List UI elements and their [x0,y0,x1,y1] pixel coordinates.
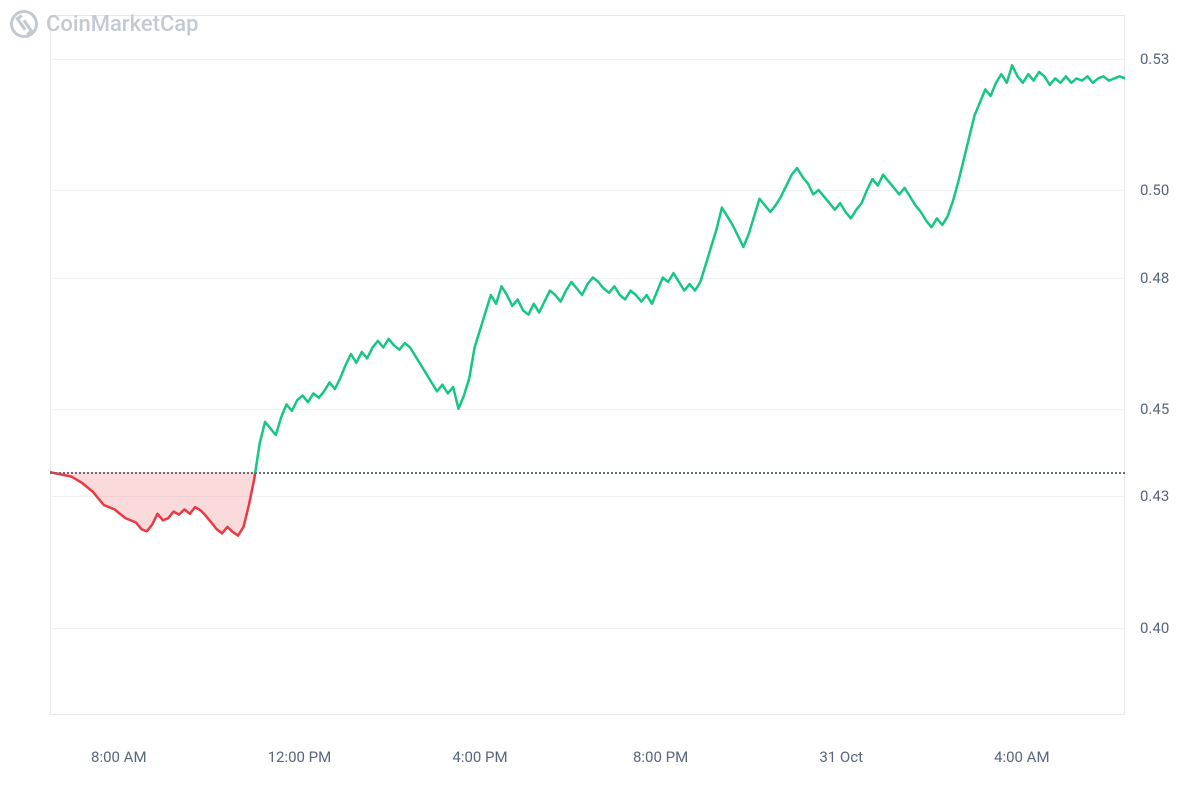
chart-svg [50,15,1125,715]
x-axis-label: 4:00 PM [452,748,507,766]
x-axis-label: 8:00 PM [633,748,688,766]
y-axis-label: 0.45 [1140,400,1169,418]
baseline-dotted [50,472,1125,474]
x-axis-label: 8:00 AM [91,748,147,766]
y-axis-label: 0.48 [1140,269,1169,287]
coinmarketcap-icon [10,10,38,38]
positive-line [255,65,1125,472]
watermark: CoinMarketCap [10,10,199,38]
watermark-text: CoinMarketCap [46,12,199,37]
x-axis-label: 12:00 PM [268,748,332,766]
y-axis-label: 0.50 [1140,181,1169,199]
x-axis-label: 31 Oct [819,748,863,766]
price-chart[interactable]: 0.40 0.43 0.45 0.48 0.50 0.53 8:00 AM 12:00 PM… [0,0,1200,800]
y-axis-label: 0.40 [1140,619,1169,637]
y-axis-label: 0.43 [1140,487,1169,505]
x-axis-label: 4:00 AM [994,748,1050,766]
y-axis-label: 0.53 [1140,50,1169,68]
